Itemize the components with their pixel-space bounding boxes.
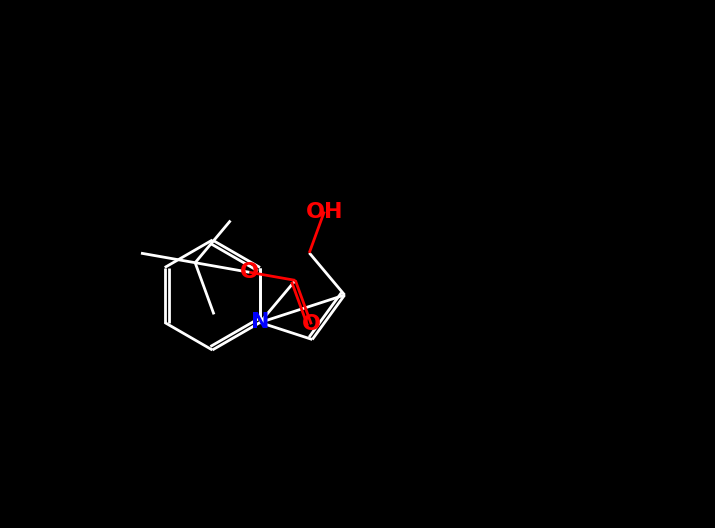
Text: N: N bbox=[251, 313, 270, 333]
Text: O: O bbox=[240, 262, 259, 282]
Text: OH: OH bbox=[305, 202, 343, 222]
Text: O: O bbox=[302, 314, 321, 334]
